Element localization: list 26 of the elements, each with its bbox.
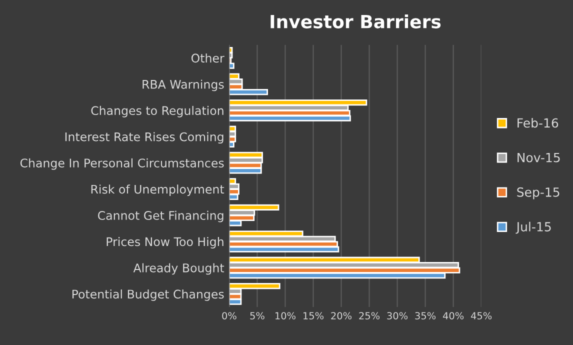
x-tick-label: 25% (359, 312, 380, 320)
x-tick-label: 0% (222, 312, 236, 320)
y-tick-label: Potential Budget Changes (72, 289, 224, 301)
x-tick-label: 45% (470, 312, 492, 320)
x-tick-label: 30% (387, 312, 408, 320)
y-tick-label: Cannot Get Financing (98, 210, 224, 222)
x-tick-label: 35% (415, 312, 436, 320)
y-tick-label: Interest Rate Rises Coming (65, 132, 224, 144)
x-tick-label: 20% (331, 312, 352, 320)
y-tick-label: Changes to Regulation (91, 106, 224, 118)
legend-label: Nov-15 (518, 152, 560, 162)
legend-label: Jul-15 (516, 222, 551, 234)
y-tick-label: Change In Personal Circumstances (20, 158, 224, 170)
x-tick-label: 10% (275, 312, 296, 320)
bar (229, 283, 280, 290)
x-tick-label: 40% (442, 312, 464, 320)
y-tick-label: Already Bought (133, 263, 224, 275)
x-tick-label: 15% (304, 312, 324, 320)
x-tick-label: 5% (250, 312, 264, 320)
y-tick-label: Other (191, 53, 224, 63)
y-tick-label: RBA Warnings (142, 80, 224, 92)
legend-label: Sep-15 (517, 187, 560, 200)
y-tick-label: Risk of Unemployment (91, 184, 224, 196)
chart-title: Investor Barriers (270, 14, 441, 28)
legend-label: Feb-16 (518, 118, 558, 128)
y-tick-label: Prices Now Too High (106, 237, 224, 248)
